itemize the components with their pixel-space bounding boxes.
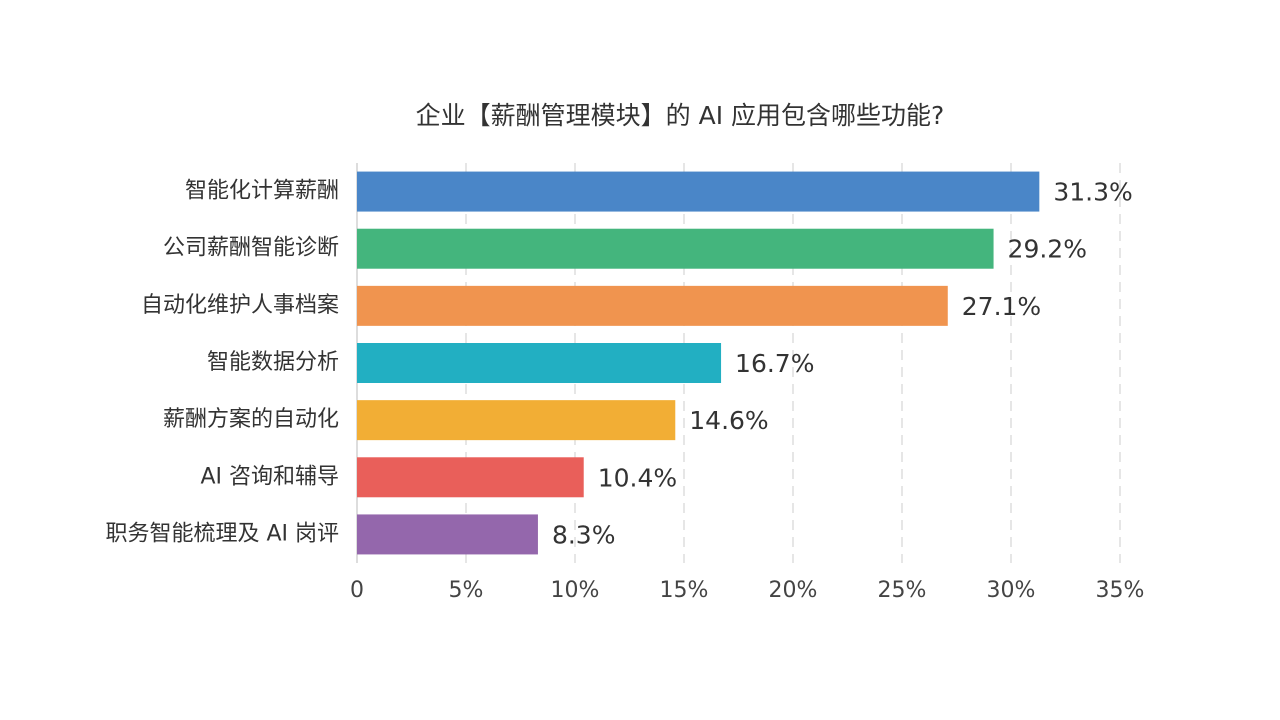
value-label: 29.2% — [1008, 235, 1087, 264]
value-label: 27.1% — [962, 292, 1041, 321]
x-tick-label: 30% — [987, 578, 1036, 603]
x-tick-label: 20% — [769, 578, 818, 603]
bar — [357, 514, 538, 555]
x-tick-label: 25% — [878, 578, 927, 603]
y-tick-label: 自动化维护人事档案 — [141, 293, 339, 318]
y-tick-label: 智能化计算薪酬 — [185, 179, 339, 204]
x-tick-label: 35% — [1096, 578, 1145, 603]
value-label: 14.6% — [689, 406, 768, 435]
chart-title: 企业【薪酬管理模块】的 AI 应用包含哪些功能? — [416, 101, 945, 130]
bar — [357, 285, 948, 326]
x-tick-label: 0 — [350, 578, 364, 603]
y-tick-label: 公司薪酬智能诊断 — [163, 236, 339, 261]
x-tick-label: 15% — [660, 578, 709, 603]
y-tick-label: 职务智能梳理及 AI 岗评 — [105, 521, 339, 546]
value-label: 16.7% — [735, 349, 814, 378]
bar — [357, 400, 676, 441]
x-tick-label: 5% — [449, 578, 484, 603]
bar — [357, 171, 1040, 212]
x-tick-label: 10% — [551, 578, 600, 603]
value-label: 8.3% — [552, 520, 616, 549]
value-label: 31.3% — [1053, 178, 1132, 207]
value-label: 10.4% — [598, 463, 677, 492]
y-tick-label: AI 咨询和辅导 — [200, 464, 339, 489]
y-tick-label: 智能数据分析 — [207, 350, 339, 375]
bar — [357, 457, 584, 498]
bar — [357, 343, 722, 383]
bar — [357, 228, 994, 269]
y-tick-label: 薪酬方案的自动化 — [163, 407, 339, 432]
